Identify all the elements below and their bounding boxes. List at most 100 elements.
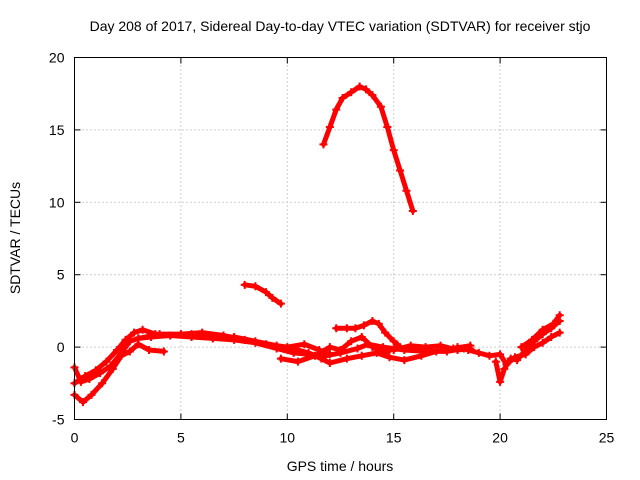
data-point [383, 123, 392, 132]
data-point [389, 337, 398, 346]
data-point [491, 357, 500, 366]
data-point [368, 317, 377, 326]
data-point [102, 357, 111, 366]
data-point [130, 328, 139, 337]
data-point [319, 140, 328, 149]
data-point [268, 293, 277, 302]
data-point [500, 364, 509, 373]
data-point [506, 354, 515, 363]
data-point [474, 348, 483, 357]
data-point [406, 341, 415, 350]
data-point [325, 350, 334, 359]
grid-layer [74, 57, 607, 420]
data-point [464, 345, 473, 354]
data-point [155, 330, 164, 339]
x-tick-label: 0 [71, 430, 79, 446]
x-tick-label: 15 [386, 430, 402, 446]
data-point [251, 282, 260, 291]
data-point [362, 85, 371, 94]
data-point [276, 299, 285, 308]
data-point [432, 347, 441, 356]
data-point [381, 348, 390, 357]
data-point [332, 324, 341, 333]
data-series-arc-4 [134, 328, 334, 359]
y-tick-label: 15 [49, 122, 65, 138]
data-point [262, 288, 271, 297]
data-point [547, 332, 556, 341]
data-series-arc-7 [319, 82, 417, 215]
data-point [368, 91, 377, 100]
data-point [555, 328, 564, 337]
data-point [538, 325, 547, 334]
data-point [342, 354, 351, 363]
series-layer [70, 82, 564, 407]
data-point [528, 335, 537, 344]
data-point [317, 354, 326, 363]
data-series-line [72, 341, 167, 405]
chart-title: Day 208 of 2017, Sidereal Day-to-day VTE… [90, 18, 591, 34]
data-point [396, 166, 405, 175]
data-point [293, 357, 302, 366]
data-series-arc-6 [240, 280, 285, 308]
y-tick-label: 0 [57, 339, 65, 355]
data-point [96, 369, 105, 378]
data-point [355, 82, 364, 91]
data-point [347, 88, 356, 97]
x-tick-label: 20 [492, 430, 508, 446]
data-point [368, 343, 377, 352]
data-point [338, 94, 347, 103]
data-point [376, 102, 385, 111]
data-point [408, 206, 417, 215]
data-point [400, 356, 409, 365]
data-point [85, 374, 94, 383]
data-point [513, 356, 522, 365]
data-point [159, 347, 168, 356]
data-point [125, 347, 134, 356]
y-tick-label: 20 [49, 50, 65, 66]
data-point [125, 337, 134, 346]
data-point [219, 331, 228, 340]
data-point [325, 359, 334, 368]
data-series-arc-12 [517, 311, 564, 352]
data-point [496, 350, 505, 359]
data-point [79, 398, 88, 407]
x-tick-label: 25 [599, 430, 615, 446]
data-series-line [493, 318, 563, 385]
data-point [353, 344, 362, 353]
data-point [381, 328, 390, 337]
data-point [417, 351, 426, 360]
data-point [389, 146, 398, 155]
data-point [176, 330, 185, 339]
y-axis-label: SDTVAR / TECUs [7, 182, 23, 294]
data-point [283, 343, 292, 352]
data-point [198, 328, 207, 337]
data-point [342, 324, 351, 333]
data-point [325, 123, 334, 132]
data-point [517, 343, 526, 352]
data-point [496, 377, 505, 386]
data-point [76, 377, 85, 386]
data-point [436, 341, 445, 350]
data-point [310, 351, 319, 360]
data-point [240, 280, 249, 289]
data-point [325, 343, 334, 352]
data-point [134, 334, 143, 343]
data-point [106, 361, 115, 370]
data-point [144, 345, 153, 354]
y-tick-label: 5 [57, 267, 65, 283]
data-point [357, 351, 366, 360]
data-point [347, 337, 356, 346]
data-point [374, 319, 383, 328]
data-point [555, 311, 564, 320]
data-point [98, 379, 107, 388]
data-point [389, 345, 398, 354]
data-point [336, 345, 345, 354]
data-point [276, 354, 285, 363]
data-point [138, 325, 147, 334]
data-point [262, 340, 271, 349]
data-point [402, 186, 411, 195]
tick-layer: 0 5 10 15 20 25 -5 0 5 10 15 20 [49, 50, 615, 446]
data-point [521, 345, 530, 354]
